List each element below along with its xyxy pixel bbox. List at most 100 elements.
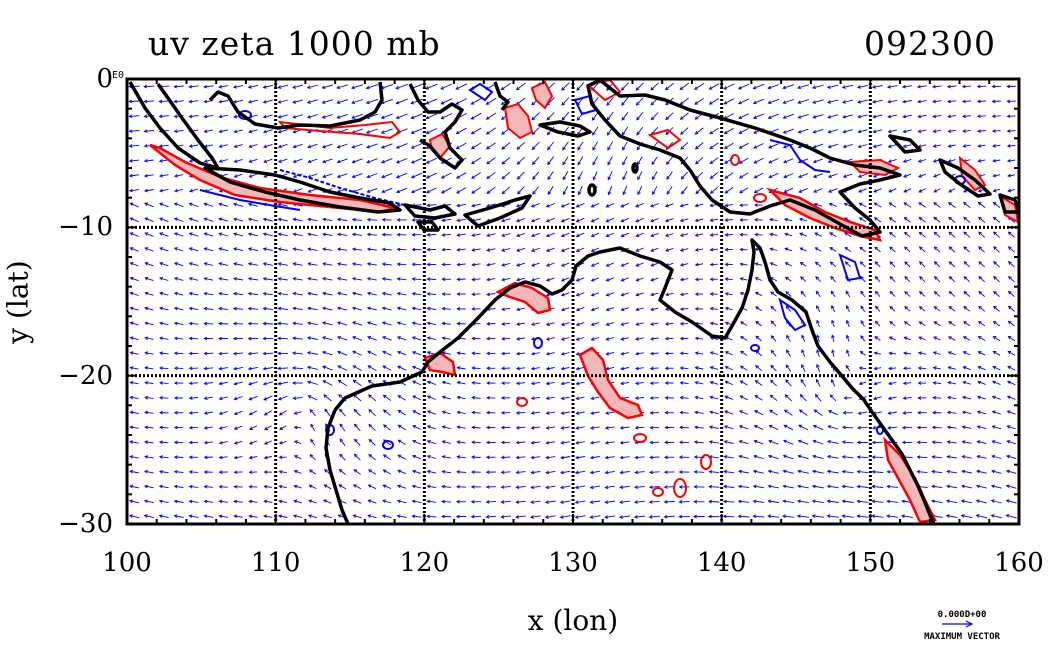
wind-vector — [367, 336, 377, 341]
wind-vector — [637, 186, 643, 196]
wind-vector — [607, 141, 613, 151]
wind-vector — [961, 425, 972, 430]
wind-vector — [886, 514, 899, 518]
wind-vector — [1007, 246, 1015, 253]
wind-vector — [516, 218, 526, 223]
wind-vector — [650, 247, 659, 252]
wind-vector — [782, 99, 795, 105]
wind-vector — [633, 500, 645, 504]
wind-vector — [812, 424, 824, 431]
wind-vector — [605, 277, 614, 282]
wind-vector — [173, 217, 184, 222]
wind-vector — [144, 306, 154, 311]
wind-vector — [203, 277, 214, 281]
wind-vector — [545, 351, 555, 356]
wind-vector — [991, 454, 1002, 459]
wind-vector — [233, 440, 243, 445]
wind-vector — [247, 277, 259, 281]
wind-vector — [426, 262, 437, 267]
wind-vector — [203, 514, 214, 519]
wind-vector — [545, 455, 556, 460]
wind-vector — [530, 203, 541, 208]
wind-vector — [961, 454, 972, 459]
wind-vector — [811, 84, 824, 90]
wind-vector — [976, 425, 987, 430]
wind-vector — [501, 248, 511, 252]
wind-vector — [470, 127, 482, 135]
wind-vector — [277, 114, 288, 119]
wind-vector — [173, 351, 184, 356]
wind-vector — [978, 275, 986, 283]
wind-vector — [336, 143, 348, 149]
wind-vector — [622, 141, 628, 151]
wind-vector — [486, 277, 496, 282]
wind-vector — [307, 114, 318, 119]
wind-vector — [547, 171, 554, 181]
wind-vector — [963, 231, 971, 238]
wind-vector — [441, 484, 452, 489]
wind-vector — [709, 127, 719, 135]
wind-vector — [887, 158, 897, 163]
wind-vector — [977, 351, 986, 356]
wind-vector — [604, 426, 615, 430]
wind-vector — [589, 500, 601, 504]
wind-vector — [724, 395, 734, 400]
wind-vector — [738, 113, 749, 120]
wind-vector — [263, 514, 273, 519]
wind-vector — [560, 470, 571, 475]
wind-vector — [932, 366, 941, 370]
wind-vector — [308, 499, 317, 504]
wind-vector — [321, 143, 333, 149]
wind-vector — [277, 217, 288, 222]
wind-vector — [159, 469, 169, 474]
lat-lon-grid — [127, 79, 1019, 524]
wind-vector — [515, 351, 526, 356]
wind-vector — [188, 499, 199, 504]
wind-vector — [441, 233, 452, 237]
wind-vector — [470, 500, 482, 504]
wind-vector — [203, 247, 214, 252]
wind-vector — [396, 262, 407, 267]
wind-vector — [531, 262, 540, 267]
wind-vector — [739, 380, 748, 386]
wind-vector — [309, 454, 316, 461]
wind-vector — [470, 98, 482, 105]
wind-vector — [441, 499, 452, 504]
wind-vector — [368, 469, 377, 475]
wind-vector — [577, 156, 584, 166]
wind-vector — [664, 82, 674, 91]
wind-vector — [441, 306, 451, 311]
wind-vector — [456, 218, 466, 223]
wind-vector — [336, 232, 348, 237]
wind-vector — [411, 351, 422, 356]
wind-vector — [143, 159, 154, 163]
wind-vector — [307, 143, 318, 149]
reference-vector-legend: 0.000D+00 MAXIMUM VECTOR — [902, 610, 1022, 642]
wind-vector — [278, 499, 288, 504]
wind-vector — [1006, 144, 1016, 148]
wind-vector — [367, 499, 377, 504]
wind-vector — [366, 321, 377, 326]
wind-vector — [456, 321, 466, 326]
wind-vector — [901, 84, 913, 89]
wind-vector — [738, 157, 749, 164]
wind-vector — [783, 409, 793, 416]
wind-vector — [590, 202, 600, 208]
wind-vector — [871, 455, 884, 459]
wind-vector — [902, 396, 912, 400]
wind-vector — [159, 306, 169, 311]
wind-vector — [188, 84, 199, 89]
wind-vector — [263, 410, 273, 416]
wind-vector — [441, 292, 451, 296]
wind-vector — [365, 84, 379, 90]
wind-vector — [396, 499, 407, 504]
wind-vector — [709, 218, 719, 223]
wind-vector — [694, 142, 704, 150]
wind-vector — [366, 291, 377, 296]
wind-vector — [666, 156, 673, 165]
wind-vector — [233, 425, 243, 430]
coastline-moluccas — [538, 120, 592, 138]
wind-vector — [531, 156, 540, 166]
wind-vector — [515, 425, 526, 430]
wind-vector — [829, 232, 837, 237]
